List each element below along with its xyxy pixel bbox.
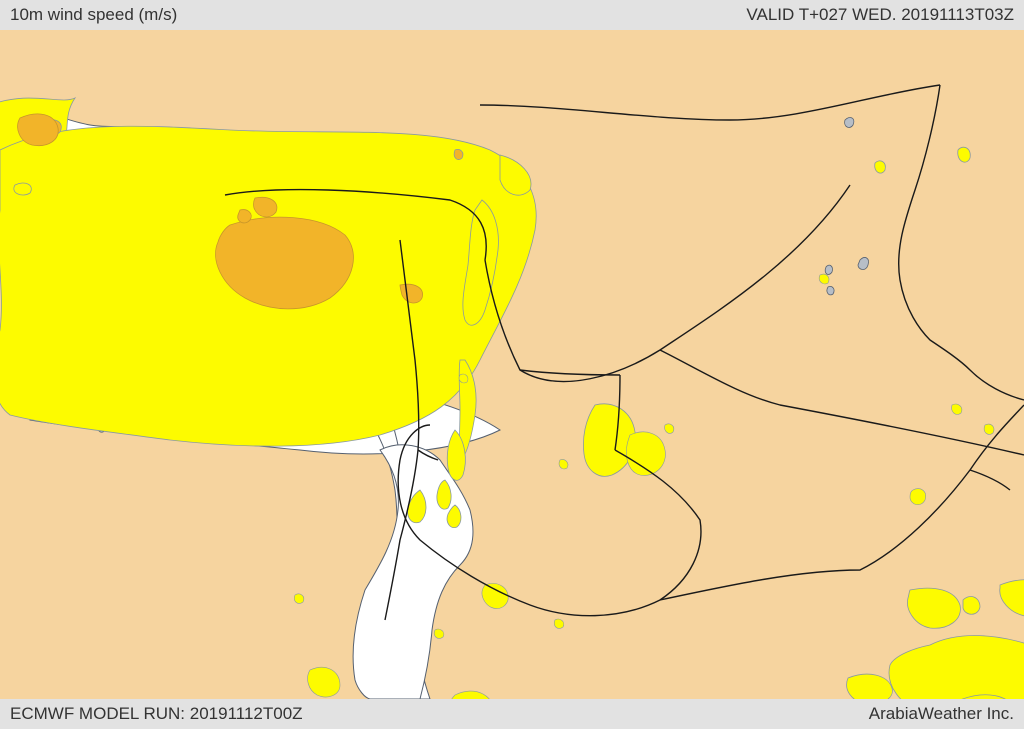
wind-low-large-blobs (847, 580, 1024, 699)
model-run-label: ECMWF MODEL RUN: 20191112T00Z (10, 704, 303, 724)
wind-low-areas (0, 98, 1024, 699)
footer-bar: ECMWF MODEL RUN: 20191112T00Z ArabiaWeat… (0, 699, 1024, 729)
weather-map-app: 10m wind speed (m/s) VALID T+027 WED. 20… (0, 0, 1024, 729)
header-bar: 10m wind speed (m/s) VALID T+027 WED. 20… (0, 0, 1024, 30)
valid-time-label: VALID T+027 WED. 20191113T03Z (746, 5, 1014, 25)
map-title: 10m wind speed (m/s) (10, 5, 177, 25)
attribution-label: ArabiaWeather Inc. (869, 704, 1014, 724)
map-canvas[interactable] (0, 30, 1024, 699)
